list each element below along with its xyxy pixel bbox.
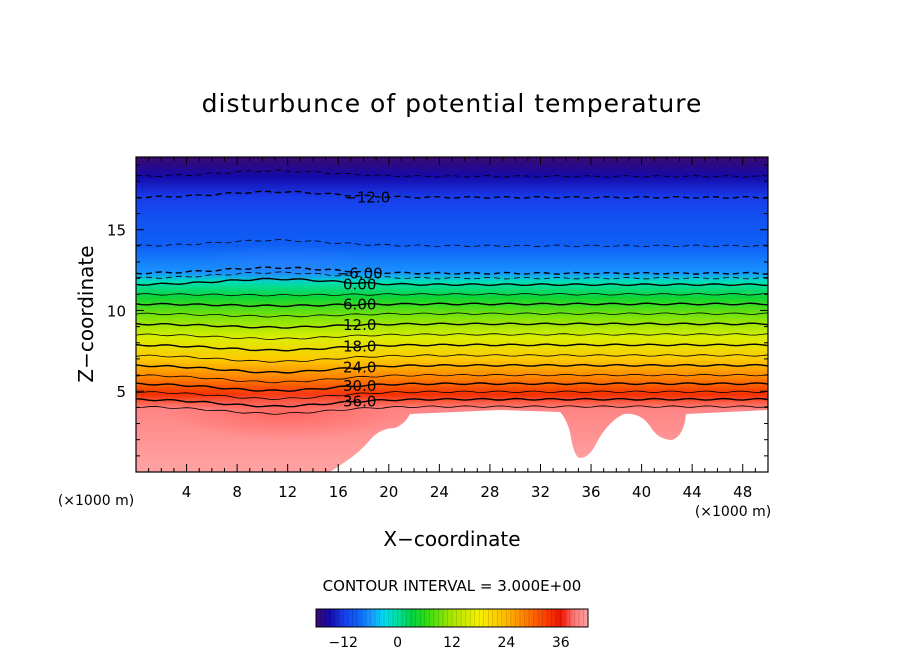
y-tick-label: 5 (116, 383, 126, 401)
x-tick-label: 4 (182, 483, 192, 501)
contour-line (136, 312, 768, 318)
colorbar-tick-label: −12 (328, 635, 358, 651)
y-axis-label: Z−coordinate (74, 245, 98, 382)
colorbar-bands (320, 609, 584, 627)
contour-line (136, 169, 768, 178)
contour-label: 18.0 (343, 338, 376, 356)
x-tick-label: 48 (733, 483, 752, 501)
contour-line (136, 390, 768, 401)
x-tick-label: 16 (329, 483, 348, 501)
contour-label: −6.00 (337, 264, 383, 282)
x-tick-label: 36 (581, 483, 600, 501)
cool-anomaly (195, 243, 375, 287)
contour-label: −12.0 (344, 188, 390, 206)
contour-line (136, 343, 768, 352)
contour-line (136, 266, 768, 275)
contour-interval: CONTOUR INTERVAL = 3.000E+00 (323, 577, 582, 595)
contour-line (136, 239, 768, 248)
contour-label: 6.00 (343, 296, 376, 314)
x-tick-label: 20 (379, 483, 398, 501)
colorbar-tick-label: 0 (393, 635, 402, 651)
contour-line (136, 405, 768, 415)
colorbar-frame (315, 608, 589, 628)
contour-labels: −12.0 −6.000.00 6.00 12.0 18.0 24.030.036.0 (337, 188, 391, 410)
x-tick-label: 32 (531, 483, 550, 501)
x-unit-label: (×1000 m) (695, 504, 771, 520)
contour-line (136, 373, 768, 384)
masked-region-edge (330, 440, 370, 472)
colorbar-ticks: −12 0 12 24 36 (328, 635, 569, 651)
contour-line (136, 333, 768, 341)
x-tick-label: 8 (232, 483, 242, 501)
contour-line (136, 363, 768, 374)
y-tick-label: 10 (107, 302, 126, 320)
contour-line (136, 277, 768, 287)
contour-lines (136, 169, 768, 415)
contour-line (136, 382, 768, 392)
contour-label: 36.0 (343, 392, 376, 410)
masked-region (370, 410, 768, 472)
x-tick-label: 24 (430, 483, 449, 501)
x-tick-label: 28 (480, 483, 499, 501)
x-tick-label: 44 (683, 483, 702, 501)
contour-line (136, 293, 768, 297)
y-ticks: 5 10 15 (107, 164, 768, 457)
contour-line (136, 354, 768, 363)
colorbar-tick-label: 36 (552, 635, 570, 651)
y-tick-label: 15 (107, 222, 126, 240)
colorbar-tick-label: 12 (443, 635, 461, 651)
colorbar (316, 609, 588, 627)
colorbar-tick-label: 24 (497, 635, 515, 651)
contour-label: 0.00 (343, 276, 376, 294)
contour-line (136, 190, 768, 199)
contour-line (136, 302, 768, 308)
contour-line (136, 322, 768, 329)
chart-title: disturbunce of potential temperature (202, 89, 703, 118)
x-tick-label: 40 (632, 483, 651, 501)
contour-label: 24.0 (343, 359, 376, 377)
z-unit-label: (×1000 m) (58, 493, 134, 509)
x-ticks: 4 8 12 16 20 24 28 32 36 40 44 48 (148, 157, 756, 501)
contour-line (136, 271, 768, 280)
contour-line (136, 397, 768, 408)
warm-anomaly (165, 384, 405, 440)
x-tick-label: 12 (278, 483, 297, 501)
contour-label: 30.0 (343, 377, 376, 395)
x-axis-label: X−coordinate (383, 527, 520, 551)
contour-label: 12.0 (343, 316, 376, 334)
